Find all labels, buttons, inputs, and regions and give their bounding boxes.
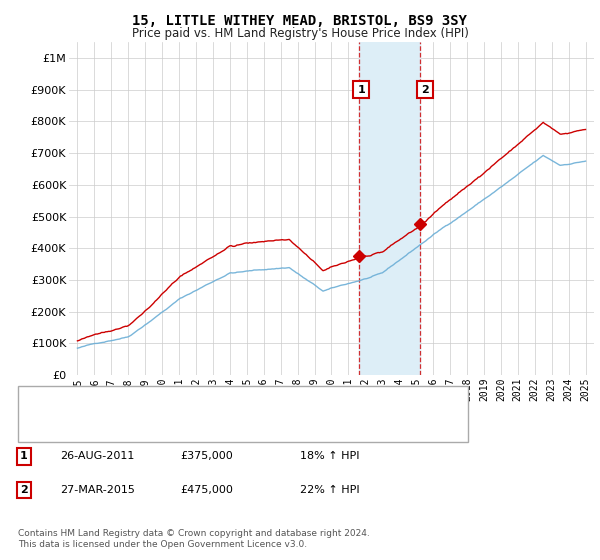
Text: 2: 2 bbox=[20, 485, 28, 495]
Text: 1: 1 bbox=[20, 451, 28, 461]
Text: 1: 1 bbox=[357, 85, 365, 95]
Text: 2: 2 bbox=[421, 85, 429, 95]
Text: Price paid vs. HM Land Registry's House Price Index (HPI): Price paid vs. HM Land Registry's House … bbox=[131, 27, 469, 40]
Text: 22% ↑ HPI: 22% ↑ HPI bbox=[300, 485, 359, 495]
Text: ——: —— bbox=[36, 419, 64, 432]
Text: 26-AUG-2011: 26-AUG-2011 bbox=[60, 451, 134, 461]
Text: HPI: Average price, detached house, City of Bristol: HPI: Average price, detached house, City… bbox=[60, 421, 323, 431]
Text: 15, LITTLE WITHEY MEAD, BRISTOL, BS9 3SY: 15, LITTLE WITHEY MEAD, BRISTOL, BS9 3SY bbox=[133, 14, 467, 28]
Text: 27-MAR-2015: 27-MAR-2015 bbox=[60, 485, 135, 495]
Text: £475,000: £475,000 bbox=[180, 485, 233, 495]
Text: 15, LITTLE WITHEY MEAD, BRISTOL, BS9 3SY (detached house): 15, LITTLE WITHEY MEAD, BRISTOL, BS9 3SY… bbox=[60, 395, 386, 405]
Text: £375,000: £375,000 bbox=[180, 451, 233, 461]
Text: Contains HM Land Registry data © Crown copyright and database right 2024.
This d: Contains HM Land Registry data © Crown c… bbox=[18, 529, 370, 549]
Text: 18% ↑ HPI: 18% ↑ HPI bbox=[300, 451, 359, 461]
Bar bbox=[359, 42, 420, 375]
Text: ——: —— bbox=[36, 393, 64, 408]
